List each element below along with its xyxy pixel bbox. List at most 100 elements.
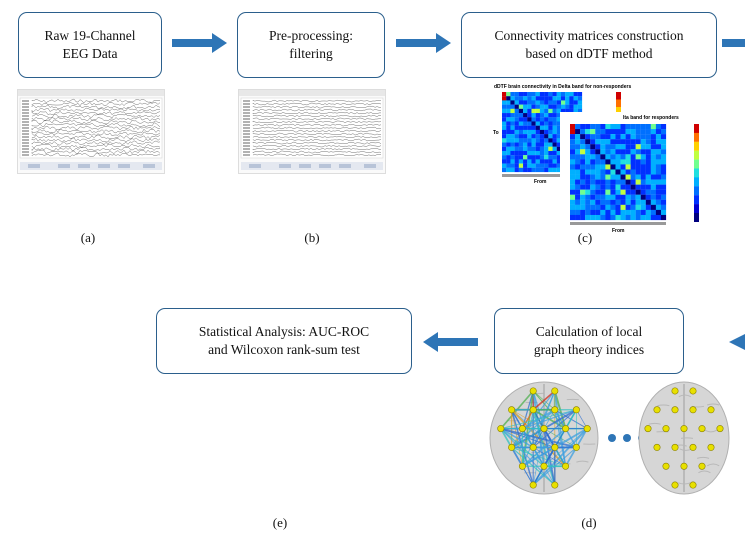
matrix-cell: [539, 155, 545, 160]
matrix-cell: [575, 144, 581, 150]
matrix-cell: [620, 214, 626, 221]
matrix-cell: [531, 100, 536, 105]
matrix-cell: [660, 134, 667, 140]
matrix-cell: [518, 129, 524, 135]
matrix-cell: [575, 199, 581, 205]
matrix-cell: [630, 169, 636, 175]
matrix-cell: [510, 159, 515, 164]
channel-label-mark: [243, 121, 250, 123]
matrix-cell: [573, 92, 578, 97]
matrix-cell: [510, 163, 515, 168]
matrix-cell: [585, 204, 591, 210]
electrode-node: [689, 443, 697, 451]
matrix-cell: [580, 179, 586, 185]
matrix-cell: [523, 121, 528, 126]
eeg-trace: [31, 104, 161, 110]
electrode-node: [583, 425, 591, 433]
matrix-cell: [556, 108, 562, 114]
matrix-cell: [650, 134, 656, 140]
matrix-cell: [570, 169, 576, 175]
matrix-cell: [650, 144, 656, 150]
matrix-cell: [645, 144, 651, 150]
matrix-cell: [552, 155, 557, 160]
connection-edge: [532, 428, 545, 448]
matrix-cell: [635, 179, 641, 185]
colorbar-segment: [694, 204, 699, 214]
matrix-cell: [548, 113, 553, 118]
matrix-cell: [600, 149, 606, 155]
matrix-cell: [600, 154, 606, 160]
matrix-cell: [518, 113, 524, 118]
electrode-node: [540, 425, 548, 433]
eeg-controls: [241, 162, 383, 170]
matrix-cell: [544, 100, 549, 105]
matrix-cell: [650, 194, 656, 200]
matrix-cell: [510, 92, 515, 97]
matrix-cell: [570, 139, 576, 145]
matrix-cell: [531, 117, 536, 122]
matrix-cell: [510, 138, 515, 143]
matrix-cell: [605, 214, 611, 221]
matrix-cell: [610, 184, 616, 190]
matrix-cell: [523, 146, 528, 152]
eeg-toolbar: [18, 90, 164, 96]
matrix-cell: [552, 163, 557, 168]
electrode-node: [671, 406, 679, 414]
matrix-cell: [610, 189, 616, 195]
matrix-cell: [506, 163, 511, 168]
channel-label-mark: [22, 121, 29, 123]
matrix-cell: [600, 189, 606, 195]
channel-label-mark: [243, 151, 250, 153]
matrix-cell: [527, 146, 532, 152]
matrix-cell: [595, 194, 601, 200]
matrix-cell: [620, 144, 626, 150]
matrix-cell: [544, 163, 549, 168]
matrix-cell: [640, 144, 646, 150]
eeg-trace: [31, 137, 161, 143]
matrix-cell: [544, 138, 549, 143]
matrix-cell: [580, 149, 586, 155]
eeg-trace: [252, 114, 382, 118]
channel-label-mark: [22, 118, 29, 120]
matrix-cell: [655, 144, 662, 150]
matrix-cell: [502, 92, 507, 97]
matrix-cell: [655, 129, 662, 135]
matrix-cell: [640, 194, 646, 200]
brain-sulcus: [696, 456, 710, 459]
colorbar-segment: [616, 99, 621, 108]
matrix-cell: [510, 129, 515, 135]
matrix-cell: [650, 139, 656, 145]
matrix-cell: [650, 199, 656, 205]
matrix-cell: [590, 149, 596, 155]
matrix-cell: [518, 142, 524, 147]
matrix-cell: [580, 144, 586, 150]
matrix-cell: [565, 96, 570, 101]
matrix-cell: [523, 96, 528, 101]
colorbar-segment: [694, 213, 699, 222]
eeg-trace: [252, 141, 382, 145]
colorbar-segment: [694, 141, 699, 151]
eeg-control-button: [58, 164, 70, 168]
matrix-cell: [570, 144, 576, 150]
matrix-cell: [660, 129, 667, 135]
matrix-cell: [625, 129, 631, 135]
eeg-trace: [252, 135, 382, 139]
matrix-cell: [548, 117, 553, 122]
matrix-cell: [523, 100, 528, 105]
electrode-node: [508, 406, 516, 414]
matrix-cell: [535, 100, 540, 105]
matrix-cell: [548, 138, 553, 143]
matrix-cell: [556, 104, 562, 109]
matrix-cell: [620, 174, 626, 180]
colorbar-segment: [694, 159, 699, 169]
matrix-cell: [527, 167, 532, 173]
brain-sulcus: [704, 429, 718, 433]
arrow-left-icon: [729, 334, 745, 350]
matrix-cell: [544, 146, 549, 152]
matrix-cell: [506, 96, 511, 101]
matrix-cell: [635, 159, 641, 165]
channel-label-mark: [22, 127, 29, 129]
matrix-cell: [610, 129, 616, 135]
matrix-cell: [610, 169, 616, 175]
matrix-cell: [535, 117, 540, 122]
